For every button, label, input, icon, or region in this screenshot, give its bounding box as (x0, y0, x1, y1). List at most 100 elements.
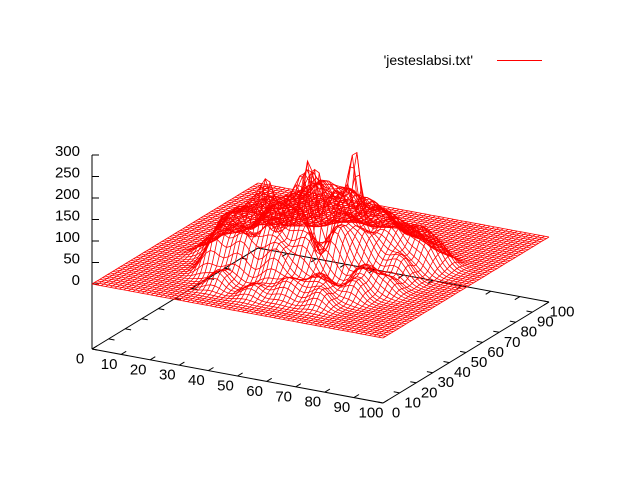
y-tick-label: 50 (471, 354, 488, 371)
mesh-isoline-y (373, 234, 541, 337)
x-tick-label: 0 (76, 351, 84, 368)
z-tick-label: 200 (55, 186, 80, 203)
mesh-isoline-y (255, 188, 422, 315)
y-tick-label: 60 (487, 344, 504, 361)
y-tick-label: 20 (421, 384, 438, 401)
x-tick-mirror (485, 290, 492, 295)
y-tick-label: 0 (392, 405, 400, 422)
mesh-isoline-y (300, 219, 468, 324)
x-tick-label: 50 (217, 378, 234, 395)
mesh-isoline-y (128, 189, 295, 292)
mesh-isoline-y (305, 222, 472, 325)
y-tick (543, 300, 550, 303)
y-tick-mirror (125, 328, 132, 331)
mesh-isoline-y (319, 224, 486, 327)
z-tick-label: 100 (55, 229, 80, 246)
x-tick-mirror (543, 301, 550, 306)
mesh-isoline-y (269, 155, 436, 318)
z-tick-label: 0 (72, 272, 80, 289)
y-tick (377, 401, 384, 404)
y-tick (460, 350, 467, 353)
mesh-isoline-y (200, 184, 368, 305)
mesh-isoline-y (355, 231, 522, 334)
x-tick-label: 90 (334, 399, 351, 416)
mesh-isoline-y (369, 234, 536, 336)
legend: 'jesteslabsi.txt' (384, 52, 542, 68)
x-tick (91, 345, 98, 350)
x-tick-label: 80 (304, 394, 321, 411)
x-tick-label: 60 (246, 383, 263, 400)
z-tick-label: 250 (55, 165, 80, 182)
mesh-isoline-y (382, 236, 550, 339)
x-tick-mirror (514, 296, 521, 301)
x-tick (324, 388, 331, 393)
x-tick-label: 40 (188, 372, 205, 389)
legend-label: 'jesteslabsi.txt' (384, 52, 473, 68)
y-tick-label: 40 (454, 364, 471, 381)
y-tick-label: 10 (404, 394, 421, 411)
mesh-isoline-y (96, 183, 263, 286)
x-tick (353, 394, 360, 399)
y-tick (410, 381, 417, 384)
mesh-isoline-y (91, 182, 259, 285)
mesh-isoline-y (350, 230, 518, 333)
x-tick-label: 20 (130, 361, 147, 378)
mesh-isoline-y (337, 228, 504, 330)
mesh-isoline-y (364, 233, 532, 335)
mesh-isoline-y (173, 197, 341, 300)
mesh-isoline-y (314, 223, 482, 326)
mesh-isoline-y (137, 191, 304, 293)
y-tick (443, 361, 450, 364)
y-tick (526, 310, 533, 313)
axes-layer: 0 10 20 30 40 50 60 70 80 90 100 010203040506070809… (55, 143, 575, 422)
y-tick-mirror (91, 348, 98, 351)
surface-mesh (91, 151, 550, 339)
z-tick-label: 150 (55, 208, 80, 225)
y-tick (476, 340, 483, 343)
mesh-isoline-y (210, 180, 377, 307)
mesh-isoline-y (114, 186, 281, 289)
mesh-isoline-y (105, 185, 272, 287)
z-tick-label: 50 (63, 251, 80, 268)
x-tick-label: 100 (358, 405, 383, 422)
mesh-isoline-y (205, 178, 372, 306)
mesh-isoline-y (328, 226, 495, 329)
x-tick-label: 70 (275, 388, 292, 405)
mesh-isoline-y (100, 184, 268, 287)
mesh-isoline-y (250, 187, 418, 314)
mesh-isoline-y (341, 229, 509, 331)
mesh-isoline-y (310, 223, 477, 325)
x-tick (120, 350, 127, 355)
y-tick-label: 30 (437, 374, 454, 391)
mesh-isoline-y (246, 172, 413, 314)
y-tick-label: 70 (504, 334, 521, 351)
mesh-isoline-y (296, 217, 463, 323)
x-tick (266, 377, 272, 382)
mesh-isoline-y (323, 225, 491, 328)
y-tick-mirror (158, 308, 165, 311)
mesh-isoline-y (237, 160, 404, 312)
mesh-isoline-y (196, 193, 363, 304)
x-tick (179, 361, 185, 366)
x-tick-label: 10 (101, 356, 118, 373)
y-tick-mirror (141, 318, 148, 321)
mesh-isoline-y (378, 235, 545, 338)
mesh-isoline-y (146, 192, 313, 295)
y-tick (393, 391, 400, 394)
y-tick-label: 100 (549, 304, 574, 321)
y-tick (509, 320, 516, 323)
mesh-isoline-y (178, 198, 345, 301)
z-tick-label: 300 (55, 143, 80, 160)
y-tick (426, 371, 433, 374)
x-tick (149, 356, 156, 361)
mesh-isoline-y (346, 229, 513, 332)
x-tick (382, 399, 389, 404)
y-tick (493, 330, 500, 333)
mesh-isoline-y (332, 227, 500, 330)
y-tick-label: 80 (520, 324, 537, 341)
x-tick (295, 383, 302, 388)
y-tick-label: 90 (537, 314, 554, 331)
x-tick-label: 30 (159, 367, 176, 384)
x-tick (208, 367, 214, 372)
